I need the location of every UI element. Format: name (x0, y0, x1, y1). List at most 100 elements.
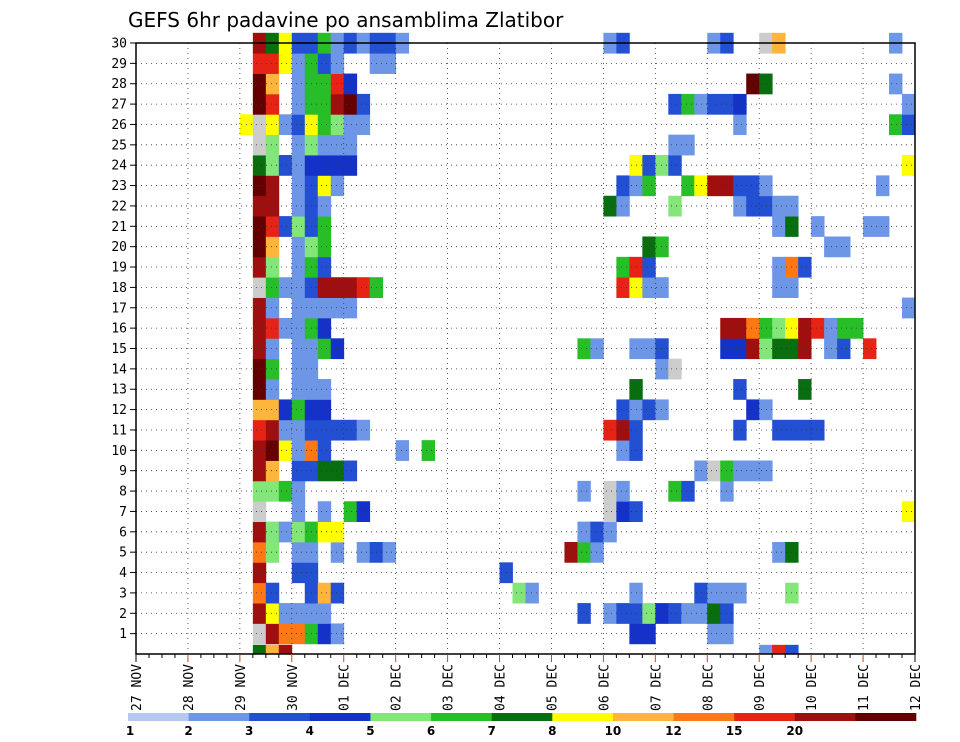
heat-cell (616, 603, 630, 624)
heat-cell (265, 297, 280, 319)
heat-cell (330, 73, 345, 95)
heat-cell (291, 317, 306, 339)
heat-cell (265, 460, 280, 482)
heat-cell (681, 603, 695, 624)
heat-cell (707, 603, 721, 624)
heat-cell (291, 603, 306, 624)
heat-cell (590, 521, 604, 543)
heat-cell (291, 114, 306, 136)
heat-cell (265, 155, 280, 176)
heat-cell (655, 277, 669, 298)
legend-label: 10 (605, 724, 622, 738)
heat-cell (330, 623, 345, 645)
heat-cell (759, 338, 773, 360)
heat-cell (694, 603, 708, 624)
y-tick-label: 13 (111, 383, 127, 398)
heat-cell (317, 216, 332, 237)
heat-cell (317, 623, 332, 645)
heat-cell (512, 582, 526, 604)
heat-cell (278, 603, 293, 624)
heat-cell (356, 277, 371, 298)
heat-cell (642, 236, 656, 258)
heat-cell (785, 644, 799, 655)
heat-cell (252, 501, 267, 523)
heat-cell (291, 236, 306, 258)
heat-cell (265, 379, 280, 400)
x-tick-label: 09 DEC (753, 664, 768, 711)
heat-cell (330, 338, 345, 360)
legend-swatch (552, 713, 614, 721)
heat-cell (317, 114, 332, 136)
heat-cell (798, 419, 812, 441)
heat-cell (317, 277, 332, 298)
heat-cell (733, 317, 747, 339)
heat-cell (343, 297, 358, 319)
heat-cell (252, 114, 267, 136)
heat-cell (616, 399, 630, 421)
y-tick-label: 10 (111, 444, 127, 459)
heat-cell (772, 317, 786, 339)
legend-swatch (370, 713, 432, 721)
heat-cell (278, 216, 293, 237)
heat-cell (252, 195, 267, 217)
heat-cell (902, 501, 916, 523)
y-tick-label: 5 (119, 546, 127, 561)
heat-cell (291, 338, 306, 360)
heat-cell (889, 73, 903, 95)
heat-cell (798, 317, 812, 339)
heat-cell (902, 114, 916, 136)
x-tick-label: 06 DEC (597, 664, 612, 711)
heat-cell (759, 460, 773, 482)
legend-label: 12 (665, 724, 682, 738)
heat-cell (265, 644, 280, 655)
heat-cell (707, 582, 721, 604)
heat-cell (278, 623, 293, 645)
heat-cell (317, 134, 332, 156)
heat-cell (824, 317, 838, 339)
heat-cell (772, 216, 786, 237)
heat-cell (590, 541, 604, 563)
x-tick-label: 28 NOV (182, 664, 197, 711)
y-tick-label: 8 (119, 485, 127, 500)
heat-cell (746, 338, 760, 360)
heat-cell (252, 277, 267, 298)
heat-cell (330, 460, 345, 482)
y-tick-label: 20 (111, 240, 127, 255)
heat-cell (317, 53, 332, 74)
heat-cell (733, 379, 747, 400)
heat-cell (681, 93, 695, 115)
legend-label: 6 (427, 724, 435, 738)
heat-cell (291, 521, 306, 543)
legend-label: 5 (366, 724, 374, 738)
legend-label: 4 (306, 724, 314, 738)
heat-cell (317, 297, 332, 319)
heat-cell (265, 480, 280, 502)
heat-cell (291, 53, 306, 74)
y-tick-label: 30 (111, 37, 127, 52)
y-tick-label: 7 (119, 505, 127, 520)
legend-label: 20 (786, 724, 803, 738)
heat-cell (356, 501, 371, 523)
heat-cell (746, 460, 760, 482)
heat-cell (265, 73, 280, 95)
heat-cell (902, 297, 916, 319)
heat-cell (330, 297, 345, 319)
heat-cell (278, 114, 293, 136)
heat-cell (278, 53, 293, 74)
heat-cell (707, 623, 721, 645)
heat-cell (746, 73, 760, 95)
heat-cell (265, 358, 280, 380)
x-tick-label: 29 NOV (234, 664, 249, 711)
heat-cell (343, 419, 358, 441)
x-tick-label: 01 DEC (338, 664, 353, 711)
heat-cell (811, 216, 825, 237)
legend-swatch (794, 713, 856, 721)
heat-cell (681, 480, 695, 502)
heat-cell (317, 317, 332, 339)
heat-cell (759, 175, 773, 197)
heat-cell (668, 603, 682, 624)
heat-cell (265, 541, 280, 563)
heat-cell (642, 256, 656, 278)
heat-cell (642, 277, 656, 298)
heat-cell (668, 134, 682, 156)
